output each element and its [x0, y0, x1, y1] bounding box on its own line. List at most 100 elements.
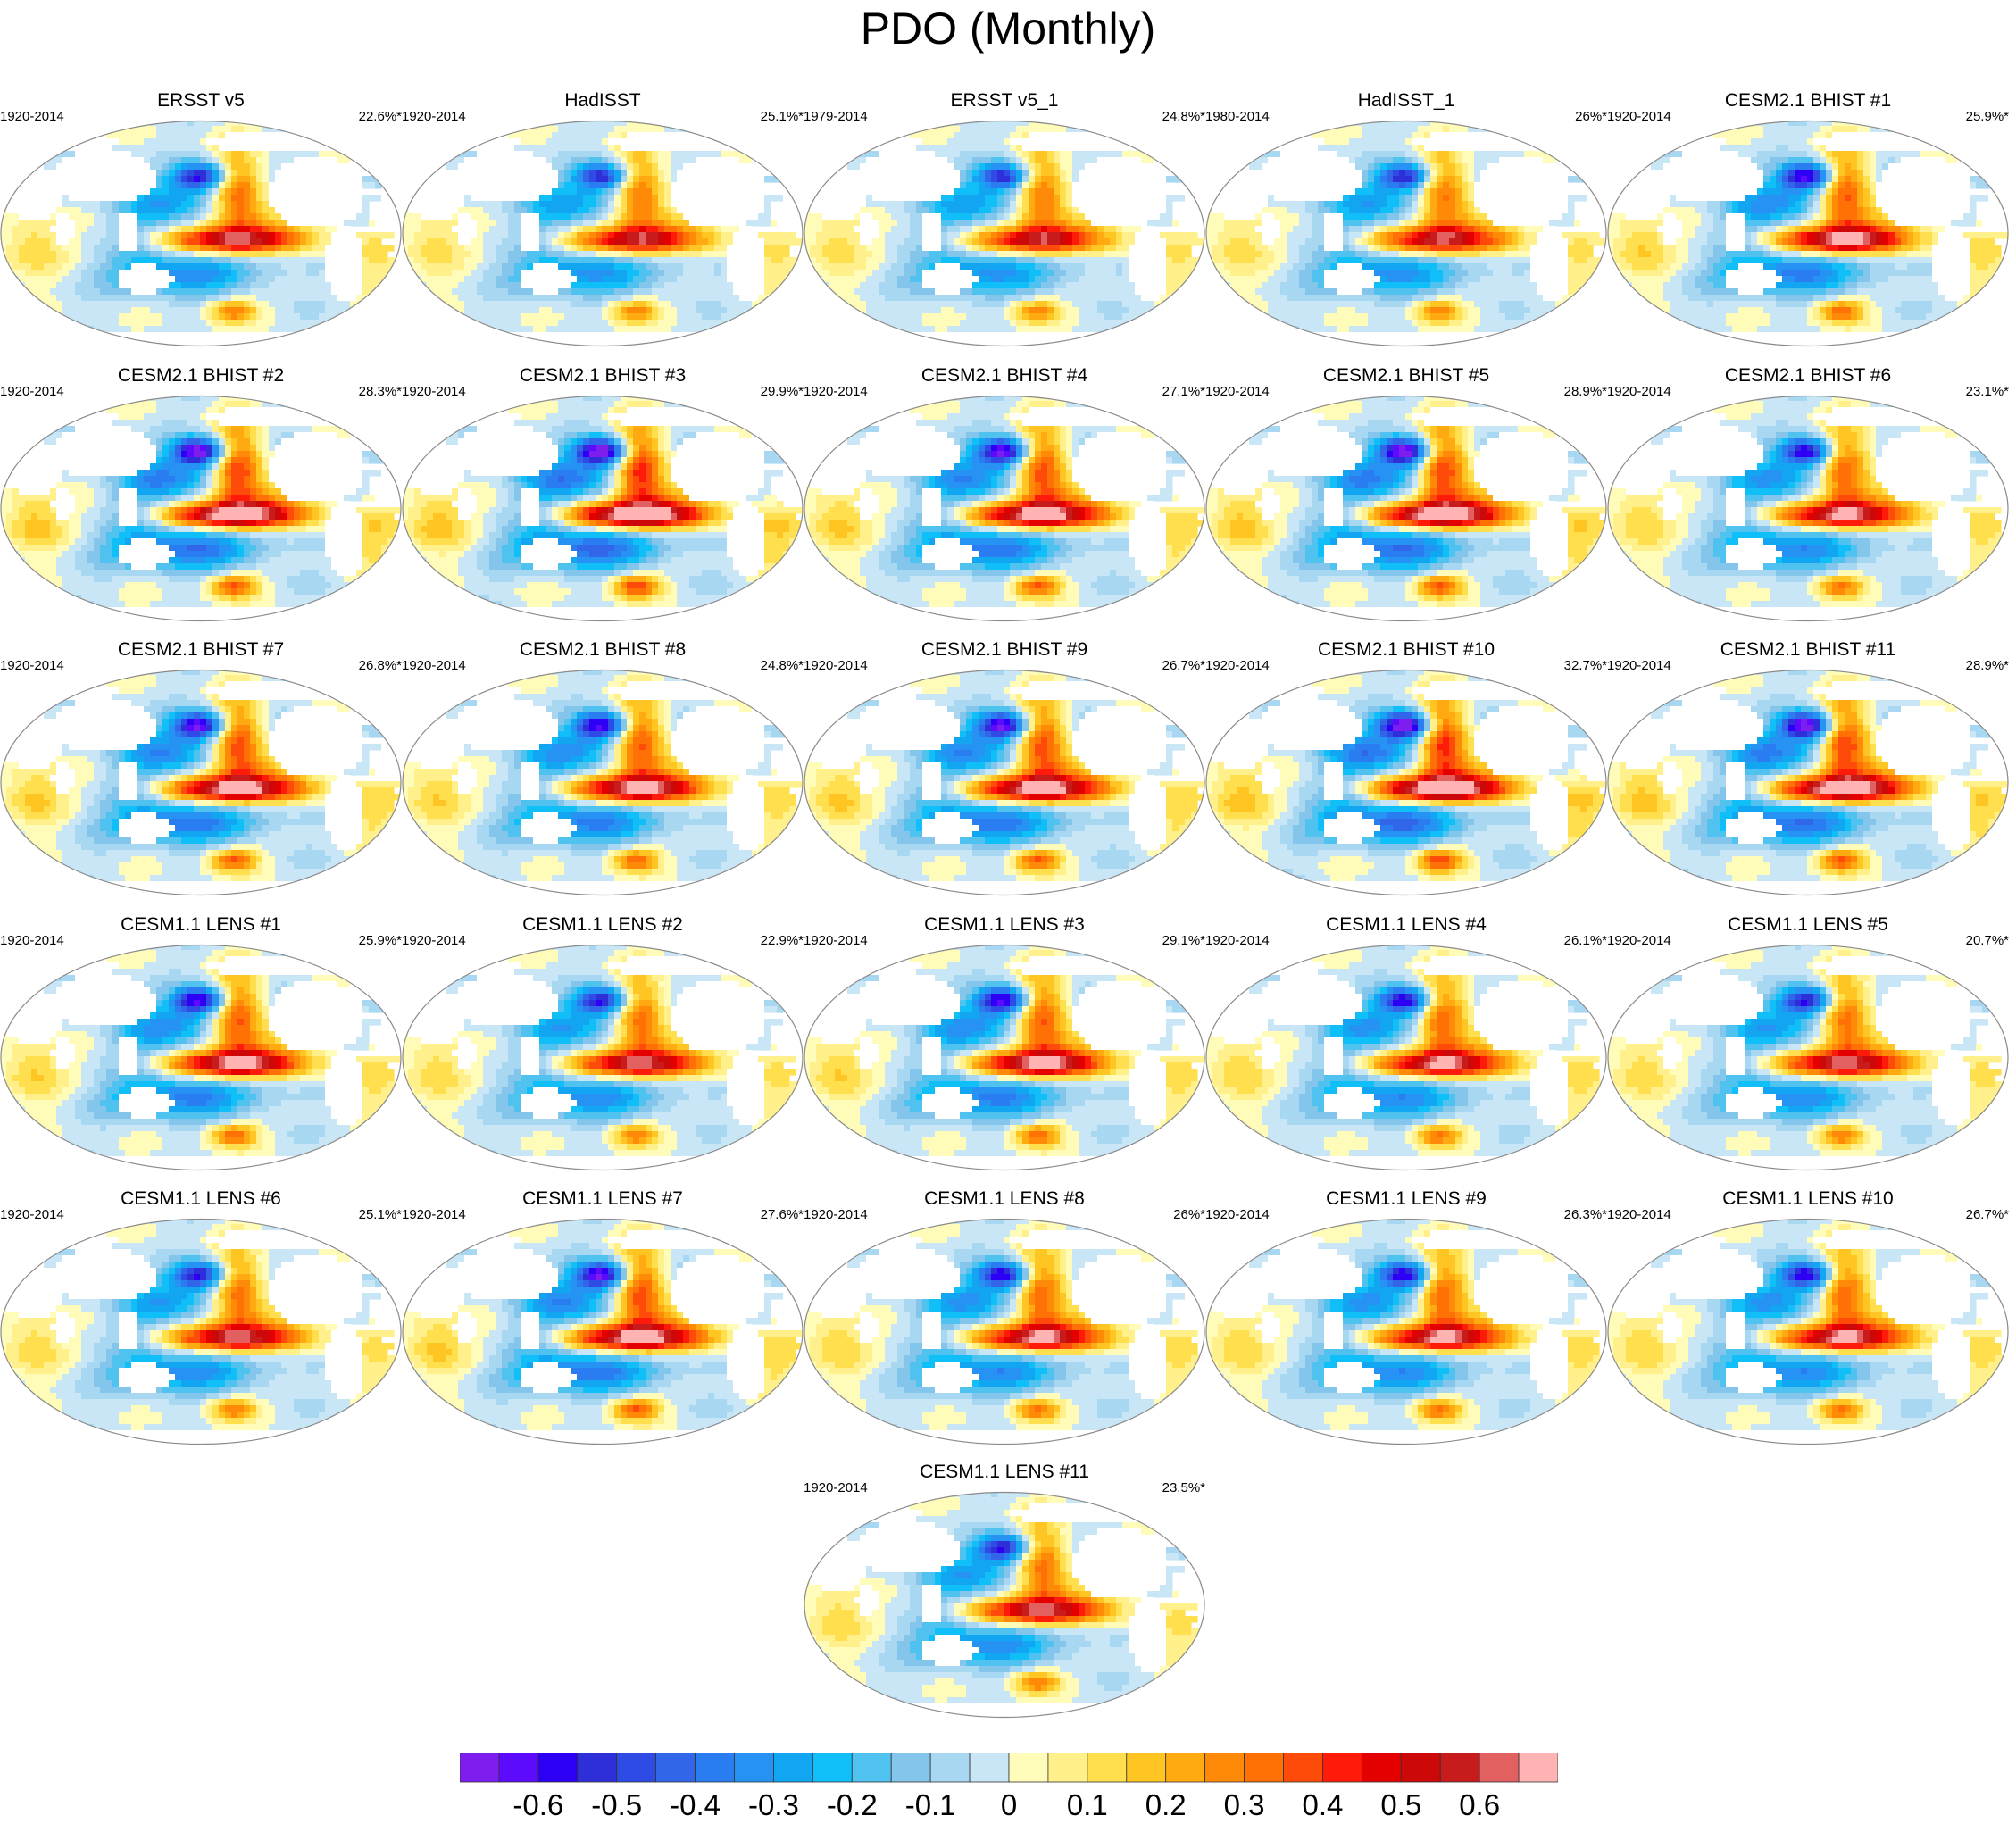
field-cell [1424, 145, 1550, 152]
field-cell [602, 425, 615, 433]
field-cell [1374, 288, 1419, 296]
field-cell [200, 245, 213, 252]
field-cell [1876, 182, 1970, 189]
field-cell [403, 163, 428, 171]
field-cell [721, 512, 734, 521]
field-cell [119, 487, 138, 496]
field-cell [403, 600, 459, 608]
field-cell [1820, 326, 1845, 333]
field-cell [212, 487, 220, 496]
panel-period: 1920-2014 [1607, 109, 1671, 124]
field-cell [1430, 132, 1544, 139]
field-cell [671, 462, 765, 471]
field-cell [1857, 301, 1864, 308]
field-cell [979, 226, 986, 233]
field-cell [1707, 238, 1727, 246]
field-cell [633, 163, 640, 171]
field-cell [1863, 195, 1870, 202]
field-cell [287, 270, 307, 277]
field-cell [608, 232, 615, 239]
field-cell [1988, 195, 2002, 202]
field-cell [1060, 295, 1142, 302]
field-cell [1, 475, 63, 483]
field-cell [169, 238, 176, 246]
field-cell [1676, 195, 1745, 202]
field-cell [608, 238, 615, 246]
field-cell [646, 587, 653, 596]
field-cell [256, 213, 263, 221]
field-cell [225, 562, 238, 571]
field-cell [1657, 226, 1683, 233]
field-cell [181, 226, 195, 233]
field-cell [225, 157, 232, 164]
field-cell [471, 537, 478, 546]
field-cell [169, 220, 182, 227]
field-cell [979, 444, 986, 452]
field-cell [131, 263, 157, 271]
field-cell [94, 251, 107, 258]
field-cell [583, 537, 609, 546]
field-cell [596, 245, 609, 252]
field-cell [1788, 195, 1802, 202]
field-cell [262, 569, 301, 577]
field-cell [577, 519, 584, 527]
field-cell [954, 195, 986, 202]
field-cell [375, 600, 401, 608]
field-cell [187, 431, 195, 439]
field-cell [764, 512, 796, 521]
field-cell [137, 245, 145, 252]
field-cell [972, 238, 979, 246]
field-cell [1337, 257, 1362, 264]
field-cell [62, 531, 70, 539]
field-cell [1380, 245, 1387, 252]
field-cell [156, 406, 207, 414]
field-cell [1206, 170, 1219, 177]
field-cell [256, 263, 282, 271]
field-cell [614, 569, 621, 577]
field-cell [671, 494, 678, 502]
field-cell [1035, 213, 1054, 221]
field-cell [1047, 320, 1061, 327]
field-cell [175, 500, 182, 508]
field-cell [1863, 176, 1870, 183]
field-cell [181, 444, 188, 452]
field-cell [496, 245, 515, 252]
field-cell [1608, 270, 1614, 277]
field-cell [137, 226, 145, 233]
field-cell [866, 469, 873, 477]
field-cell [225, 531, 238, 539]
field-cell [627, 201, 634, 208]
field-cell [608, 487, 615, 496]
field-cell [1029, 151, 1036, 158]
field-cell [56, 494, 76, 502]
field-cell [200, 594, 213, 602]
field-cell [1776, 170, 1783, 177]
field-cell [633, 195, 653, 202]
field-cell [841, 345, 911, 346]
field-cell [822, 276, 867, 283]
field-cell [733, 606, 784, 614]
field-cell [671, 201, 765, 208]
field-cell [1412, 182, 1419, 189]
field-cell [219, 251, 232, 258]
field-cell [1568, 270, 1600, 277]
field-cell [671, 469, 765, 477]
field-cell [1751, 201, 1789, 208]
field-cell [75, 232, 82, 239]
field-cell [1424, 207, 1431, 214]
field-cell [627, 170, 634, 177]
field-cell [804, 195, 867, 202]
field-cell [421, 313, 453, 321]
field-cell [1938, 326, 1983, 333]
field-cell [231, 213, 238, 221]
field-cell [1608, 326, 1670, 333]
field-cell [847, 437, 861, 446]
field-cell [633, 157, 646, 164]
field-cell [156, 562, 176, 571]
field-cell [1763, 307, 1808, 314]
field-cell [75, 425, 132, 433]
field-cell [489, 326, 534, 333]
field-cell [225, 163, 232, 171]
field-cell [527, 525, 546, 533]
field-cell [362, 251, 388, 258]
